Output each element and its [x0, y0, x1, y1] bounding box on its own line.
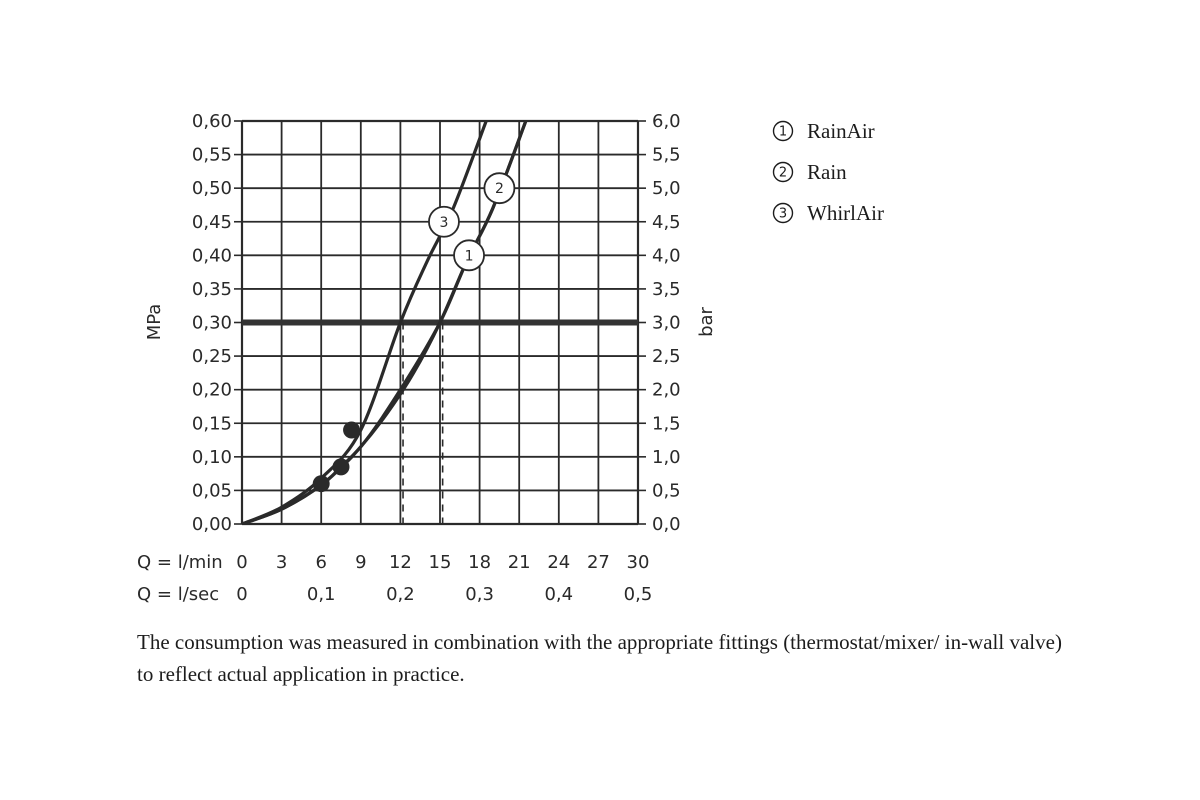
x-tick-label-lmin: 15: [429, 552, 452, 573]
x-tick-label-lmin: 21: [508, 552, 531, 573]
curve-marker-number-rainair: 1: [465, 248, 474, 264]
left-tick-label: 0,55: [192, 145, 232, 166]
right-tick-label: 1,5: [652, 413, 681, 434]
right-tick-label: 0,0: [652, 514, 681, 535]
x-tick-label-lsec: 0: [236, 584, 247, 605]
left-tick-label: 0,20: [192, 380, 232, 401]
curve-marker-number-rain: 2: [495, 181, 504, 197]
right-tick-label: 0,5: [652, 480, 681, 501]
right-tick-label: 2,0: [652, 380, 681, 401]
left-tick-label: 0,00: [192, 514, 232, 535]
curve-marker-whirlair: [428, 205, 460, 238]
legend-number: 3: [779, 207, 787, 222]
data-points: [312, 421, 361, 493]
legend-label-rainair: RainAir: [807, 119, 875, 143]
x-tick-label-lmin: 12: [389, 552, 412, 573]
right-tick-label: 3,5: [652, 279, 681, 300]
right-axis-label: bar: [696, 306, 717, 336]
left-tick-label: 0,50: [192, 178, 232, 199]
right-tick-label: 4,5: [652, 212, 681, 233]
x-tick-label-lmin: 24: [547, 552, 570, 573]
x-axis-label-lmin: Q = l/min: [137, 552, 223, 573]
x-tick-label-lmin: 30: [627, 552, 650, 573]
x-tick-label-lsec: 0,3: [465, 584, 494, 605]
left-tick-label: 0,35: [192, 279, 232, 300]
x-tick-label-lsec: 0,1: [307, 584, 336, 605]
x-tick-label-lsec: 0,5: [624, 584, 653, 605]
legend-label-whirlair: WhirlAir: [807, 201, 884, 225]
x-tick-label-lmin: 3: [276, 552, 287, 573]
footnote: The consumption was measured in combinat…: [137, 630, 1062, 686]
left-tick-label: 0,30: [192, 313, 232, 334]
curve-labels: 1 2 3: [428, 172, 516, 272]
right-tick-label: 2,5: [652, 346, 681, 367]
legend-number-circle: [772, 202, 794, 224]
left-tick-label: 0,60: [192, 111, 232, 132]
series-line-rain: [242, 121, 528, 524]
legend: 1 RainAir 2 Rain 3 WhirlAir: [772, 119, 884, 225]
curve-marker-rainair: [453, 239, 485, 272]
right-tick-label: 5,0: [652, 178, 681, 199]
flow-pressure-chart: 123 0,600,550,500,450,400,350,300,250,20…: [137, 111, 884, 605]
curve-marker-number-whirlair: 3: [439, 215, 448, 231]
series-line-whirlair: [242, 121, 488, 524]
x-tick-label-lmin: 27: [587, 552, 610, 573]
x-axis-label-lsec: Q = l/sec: [137, 584, 219, 605]
data-point: [343, 421, 361, 439]
left-tick-label: 0,25: [192, 346, 232, 367]
x-tick-label-lmin: 9: [355, 552, 366, 573]
left-tick-label: 0,15: [192, 413, 232, 434]
series-lines: [242, 121, 528, 524]
x-tick-label-lsec: 0,2: [386, 584, 415, 605]
right-tick-label: 5,5: [652, 145, 681, 166]
legend-number: 2: [779, 166, 787, 181]
legend-number-circle: [772, 161, 794, 183]
x-tick-label-lsec: 0,4: [544, 584, 573, 605]
left-tick-label: 0,05: [192, 480, 232, 501]
x-tick-label-lmin: 6: [315, 552, 326, 573]
legend-number: 1: [779, 125, 787, 140]
right-tick-label: 4,0: [652, 245, 681, 266]
x-tick-label-lmin: 0: [236, 552, 247, 573]
legend-number-circle: [772, 120, 794, 142]
data-point: [332, 458, 350, 476]
right-tick-label: 1,0: [652, 447, 681, 468]
legend-label-rain: Rain: [807, 160, 847, 184]
right-tick-label: 6,0: [652, 111, 681, 132]
axis-ticks: 0,600,550,500,450,400,350,300,250,200,15…: [137, 111, 717, 605]
left-axis-label: MPa: [144, 304, 165, 341]
data-point: [312, 475, 330, 493]
right-tick-label: 3,0: [652, 313, 681, 334]
left-tick-label: 0,10: [192, 447, 232, 468]
left-tick-label: 0,45: [192, 212, 232, 233]
left-tick-label: 0,40: [192, 245, 232, 266]
x-tick-label-lmin: 18: [468, 552, 491, 573]
curve-marker-rain: [483, 172, 516, 205]
